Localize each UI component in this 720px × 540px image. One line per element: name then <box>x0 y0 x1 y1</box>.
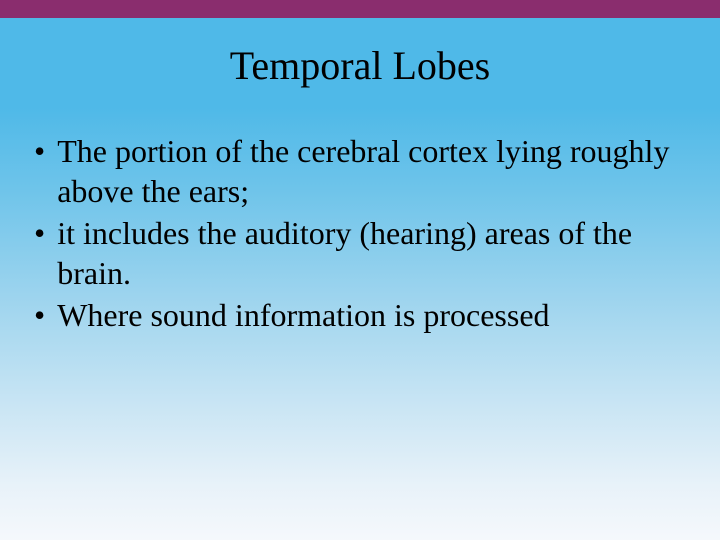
top-accent-bar <box>0 0 720 18</box>
slide-container: Temporal Lobes • The portion of the cere… <box>0 0 720 540</box>
bullet-marker-icon: • <box>34 131 45 171</box>
bullet-marker-icon: • <box>34 213 45 253</box>
bullet-item: • Where sound information is processed <box>34 295 680 335</box>
slide-title: Temporal Lobes <box>0 42 720 89</box>
slide-content: • The portion of the cerebral cortex lyi… <box>0 131 720 335</box>
bullet-text: Where sound information is processed <box>57 295 549 335</box>
bullet-item: • The portion of the cerebral cortex lyi… <box>34 131 680 211</box>
bullet-text: it includes the auditory (hearing) areas… <box>57 213 680 293</box>
bullet-marker-icon: • <box>34 295 45 335</box>
bullet-text: The portion of the cerebral cortex lying… <box>57 131 680 211</box>
bullet-item: • it includes the auditory (hearing) are… <box>34 213 680 293</box>
